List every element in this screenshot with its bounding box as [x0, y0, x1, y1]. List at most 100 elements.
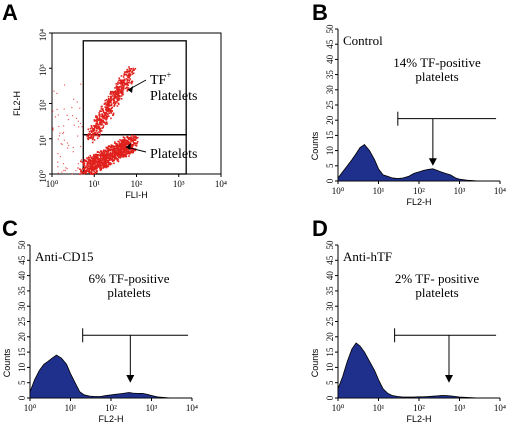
scatter-point — [83, 164, 86, 166]
scatter-point — [98, 135, 101, 138]
scatter-point — [79, 122, 82, 125]
scatter-point — [101, 120, 104, 123]
scatter-point — [99, 120, 101, 122]
scatter-point — [125, 148, 128, 150]
scatter-point — [119, 145, 122, 148]
scatter-point — [111, 106, 114, 109]
scatter-point — [103, 149, 105, 152]
scatter-point — [86, 165, 89, 167]
scatter-point — [85, 170, 88, 173]
scatter-point — [61, 171, 63, 173]
scatter-point — [110, 111, 112, 114]
scatter-point — [90, 156, 92, 159]
scatter-point — [87, 156, 90, 159]
panel-title: Anti-CD15 — [35, 249, 94, 264]
scatter-point — [112, 112, 115, 115]
scatter-point — [53, 90, 55, 92]
scatter-point — [129, 74, 131, 77]
scatter-point — [128, 69, 131, 72]
scatter-point — [120, 88, 123, 91]
scatter-point — [89, 166, 92, 168]
scatter-point — [75, 170, 77, 172]
scatter-point — [124, 82, 127, 85]
scatter-point — [134, 142, 136, 144]
scatter-point — [91, 127, 94, 130]
scatter-point — [102, 155, 104, 157]
scatter-point — [118, 141, 120, 143]
scatter-point — [81, 161, 84, 163]
panel-title: Control — [343, 33, 383, 48]
scatter-point — [101, 161, 104, 164]
scatter-point — [118, 88, 121, 91]
scatter-point — [100, 105, 103, 108]
scatter-point — [115, 91, 117, 93]
scatter-point — [116, 147, 119, 150]
scatter-point — [106, 115, 109, 118]
scatter-point — [98, 126, 101, 128]
scatter-point — [89, 167, 92, 169]
y-tick-label: 50 — [325, 24, 335, 34]
scatter-point — [103, 120, 105, 123]
scatter-point — [101, 119, 104, 122]
scatter-point — [132, 151, 134, 154]
scatter-point — [91, 157, 94, 160]
scatter-point — [117, 95, 119, 97]
scatter-point — [100, 119, 103, 122]
scatter-point — [78, 173, 81, 175]
scatter-point — [110, 103, 113, 106]
scatter-point — [66, 168, 68, 170]
scatter-point — [92, 169, 95, 171]
y-tick-label: 10 — [17, 362, 27, 372]
scatter-point — [101, 115, 104, 117]
scatter-point — [120, 92, 123, 95]
scatter-point — [103, 117, 106, 120]
scatter-point — [125, 142, 127, 145]
scatter-point — [81, 126, 83, 128]
scatter-point — [125, 147, 128, 149]
scatter-point — [98, 164, 101, 167]
scatter-point — [132, 150, 135, 152]
scatter-point — [107, 146, 110, 148]
scatter-point — [88, 169, 91, 172]
scatter-point — [134, 139, 137, 141]
scatter-point — [125, 153, 128, 155]
scatter-point — [57, 172, 59, 174]
scatter-point — [87, 135, 90, 137]
scatter-point — [111, 154, 114, 156]
scatter-point — [116, 91, 118, 93]
scatter-point — [112, 149, 114, 152]
scatter-point — [90, 157, 93, 160]
panel-title: Anti-hTF — [343, 249, 392, 264]
scatter-point — [105, 150, 108, 153]
scatter-point — [119, 82, 122, 84]
scatter-point — [97, 154, 100, 157]
x-tick-label: 10³ — [146, 403, 158, 413]
scatter-point — [78, 126, 80, 128]
scatter-point — [105, 118, 107, 121]
scatter-point — [54, 116, 57, 118]
scatter-point — [105, 166, 108, 169]
x-tick-label: 10¹ — [65, 403, 77, 413]
scatter-point — [86, 163, 88, 165]
scatter-point — [115, 144, 117, 147]
scatter-point — [85, 160, 88, 163]
y-axis-label: Counts — [310, 348, 320, 377]
scatter-point — [110, 93, 113, 95]
scatter-point — [79, 170, 82, 173]
x-tick-label: 10² — [105, 403, 117, 413]
scatter-point — [62, 131, 65, 134]
scatter-point — [126, 137, 129, 139]
scatter-point — [112, 114, 114, 117]
scatter-point — [83, 158, 86, 161]
scatter-point — [119, 153, 122, 156]
scatter-point — [72, 115, 74, 117]
y-tick-label: 50 — [325, 240, 335, 250]
scatter-point — [91, 130, 93, 132]
scatter-point — [105, 113, 108, 115]
x-tick-label: 10² — [413, 403, 425, 413]
scatter-point — [92, 159, 94, 161]
scatter-point — [117, 145, 119, 147]
scatter-point — [113, 101, 115, 104]
y-tick-label: 35 — [325, 70, 335, 80]
scatter-point — [88, 136, 90, 139]
